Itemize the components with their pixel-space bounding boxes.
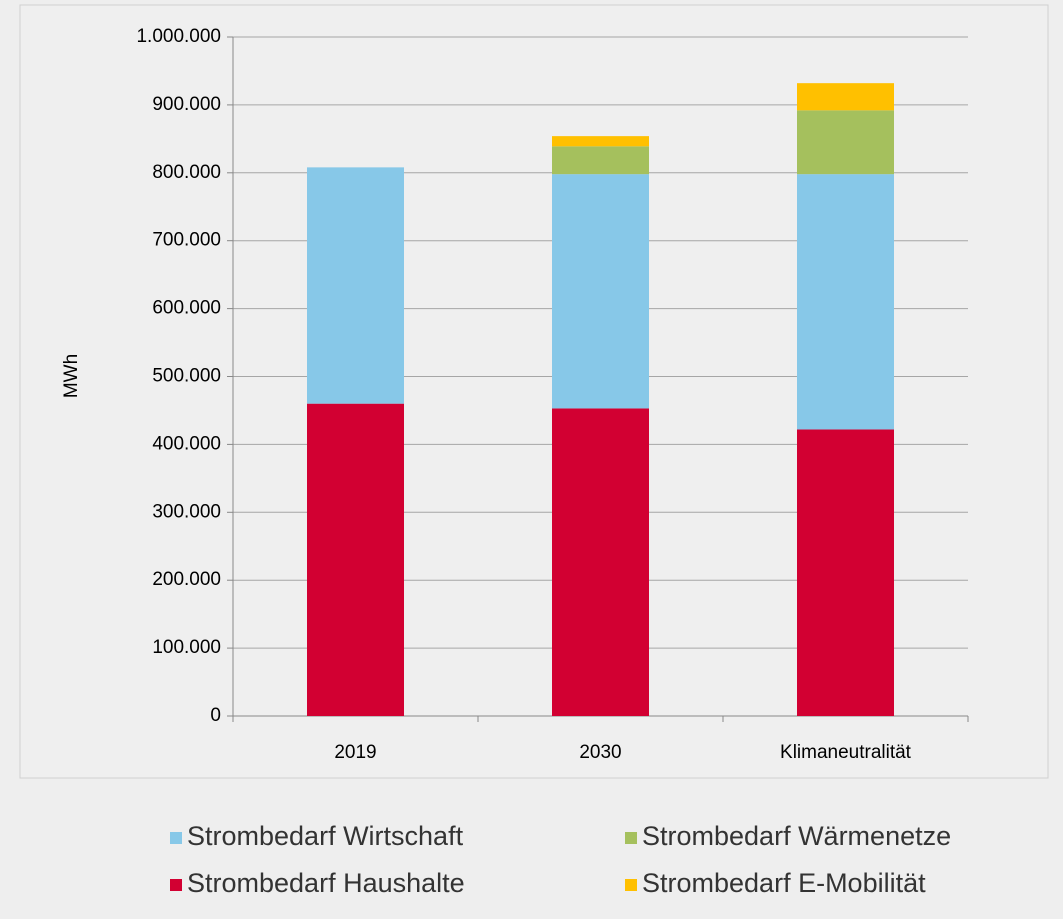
x-tick-label: Klimaneutralität: [780, 742, 912, 763]
bar-segment: [797, 83, 894, 111]
legend-text: Strombedarf Wärmenetze: [642, 821, 951, 851]
bar-segment: [552, 174, 649, 409]
legend-text: Strombedarf E-Mobilität: [642, 868, 926, 898]
legend-text: Strombedarf Wirtschaft: [187, 821, 464, 851]
legend-swatch: [625, 879, 637, 891]
y-tick-label: 1.000.000: [136, 26, 221, 47]
bar-segment: [552, 408, 649, 716]
bar-segment: [552, 146, 649, 175]
y-tick-label: 800.000: [152, 162, 221, 183]
y-tick-label: 700.000: [152, 230, 221, 251]
y-tick-label: 200.000: [152, 569, 221, 590]
y-tick-label: 500.000: [152, 366, 221, 387]
y-tick-label: 900.000: [152, 94, 221, 115]
legend-text: Strombedarf Haushalte: [187, 868, 465, 898]
bar-segment: [552, 136, 649, 147]
y-tick-label: 600.000: [152, 298, 221, 319]
x-tick-label: 2019: [334, 742, 376, 763]
bar-segment: [797, 174, 894, 430]
legend-swatch: [625, 832, 637, 844]
bar-segment: [797, 110, 894, 175]
y-axis-label: MWh: [61, 354, 82, 398]
bar-segment: [307, 403, 404, 716]
legend-swatch: [170, 832, 182, 844]
y-tick-label: 400.000: [152, 433, 221, 454]
bar-segment: [307, 167, 404, 404]
y-tick-label: 0: [210, 705, 221, 726]
legend-swatch: [170, 879, 182, 891]
y-tick-label: 100.000: [152, 637, 221, 658]
y-tick-label: 300.000: [152, 501, 221, 522]
x-tick-label: 2030: [579, 742, 621, 763]
bar-segment: [797, 429, 894, 716]
